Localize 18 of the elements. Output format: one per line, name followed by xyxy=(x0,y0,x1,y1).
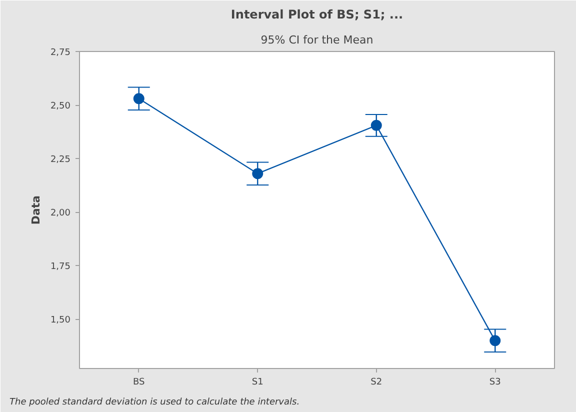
x-tick-label: S2 xyxy=(370,378,382,388)
point xyxy=(490,335,501,346)
x-tick-label: S3 xyxy=(489,378,501,388)
text: The pooled standard deviation is used to calculate the intervals. xyxy=(10,398,300,408)
y-tick-label: 1,75 xyxy=(50,262,71,272)
y-tick-label: 2,50 xyxy=(50,102,71,112)
y-tick-label: 2,00 xyxy=(50,208,71,219)
chart-subtitle: 95% CI for the Mean xyxy=(260,34,374,46)
y-tick-label: 2,75 xyxy=(50,48,71,58)
point xyxy=(133,93,144,104)
y-axis-title: Data xyxy=(29,195,42,225)
point xyxy=(370,120,382,131)
chart-title: Interval Plot of BS; S1; ... xyxy=(230,8,404,22)
y-tick-label: 2,25 xyxy=(50,155,71,166)
x-tick-label: S1 xyxy=(252,378,264,388)
y-tick-label: 1,50 xyxy=(50,316,71,326)
x-tick-label: BS xyxy=(133,378,146,388)
point xyxy=(252,168,264,180)
